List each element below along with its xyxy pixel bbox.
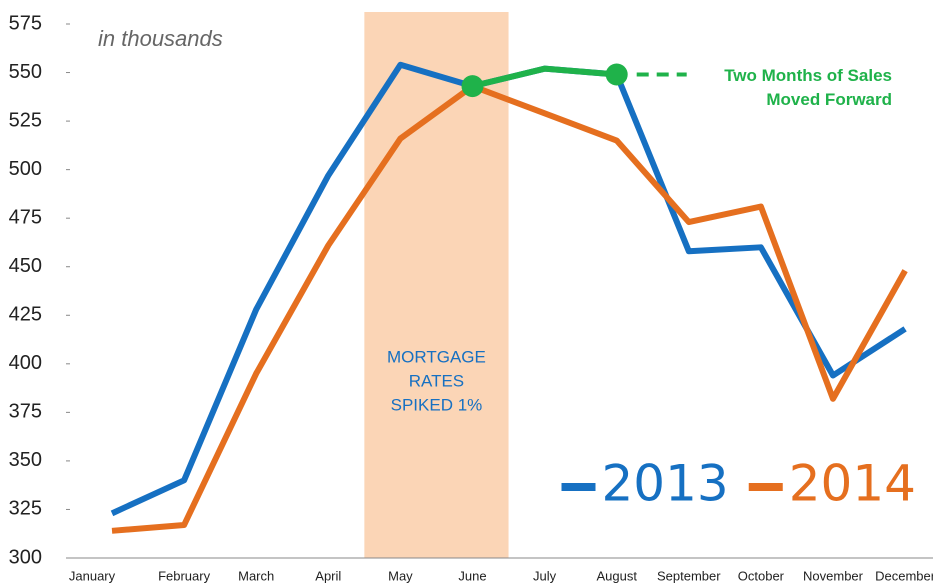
y-tick-label: 325 [9,498,42,520]
x-tick-label: March [238,568,274,583]
x-tick-label: June [458,568,486,583]
legend-label: 2014 [789,455,916,513]
y-tick-label: 300 [9,546,42,568]
y-tick-label: 400 [9,352,42,374]
x-tick-label: November [803,568,864,583]
x-tick-label: January [69,568,116,583]
highlight-line [471,65,617,90]
annotation: Two Months of Sales [724,66,892,85]
y-tick-label: 525 [9,109,42,131]
highlight-dot [605,63,628,86]
x-tick-label: July [533,568,557,583]
x-tick-label: October [738,568,785,583]
y-tick-label: 350 [9,449,42,471]
y-tick-label: 550 [9,61,42,83]
shade-band [364,12,509,558]
shade-label: MORTGAGE [387,347,486,366]
legend-label: 2013 [602,455,729,513]
subtitle: in thousands [98,26,223,51]
y-tick-label: 500 [9,158,42,180]
y-tick-label: 375 [9,401,42,423]
annotation: Moved Forward [766,90,892,109]
x-tick-label: February [158,568,211,583]
shade-label: SPIKED 1% [391,395,483,414]
y-tick-label: 575 [9,12,42,34]
x-tick-label: December [875,568,933,583]
x-tick-label: August [596,568,637,583]
shade-label: RATES [409,371,464,390]
x-tick-label: May [388,568,413,583]
y-tick-label: 425 [9,304,42,326]
y-tick-label: 450 [9,255,42,277]
y-tick-label: 475 [9,206,42,228]
x-tick-label: September [657,568,721,583]
x-tick-label: April [315,568,341,583]
series-line [111,83,908,534]
highlight-dot [461,75,484,98]
